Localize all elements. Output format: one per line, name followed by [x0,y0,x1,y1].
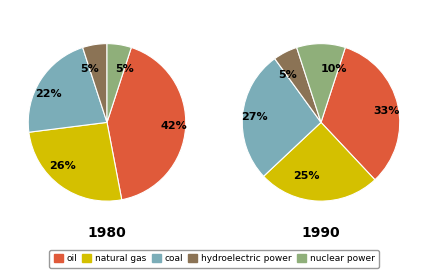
Text: 42%: 42% [160,121,187,131]
Text: 33%: 33% [373,106,400,116]
Wedge shape [275,48,321,122]
Title: 1980: 1980 [88,226,126,240]
Text: 10%: 10% [321,64,348,74]
Wedge shape [321,48,400,180]
Wedge shape [28,48,107,132]
Wedge shape [29,122,122,201]
Text: 22%: 22% [35,89,62,99]
Legend: oil, natural gas, coal, hydroelectric power, nuclear power: oil, natural gas, coal, hydroelectric po… [49,250,379,268]
Text: 5%: 5% [278,70,297,80]
Text: 5%: 5% [116,64,134,75]
Wedge shape [107,48,186,200]
Wedge shape [107,44,131,122]
Text: 27%: 27% [241,112,268,122]
Text: 25%: 25% [293,171,319,181]
Text: 5%: 5% [80,64,98,75]
Title: 1990: 1990 [302,226,340,240]
Text: 26%: 26% [49,161,75,171]
Wedge shape [264,122,375,201]
Wedge shape [83,44,107,122]
Wedge shape [242,59,321,176]
Wedge shape [297,44,345,122]
